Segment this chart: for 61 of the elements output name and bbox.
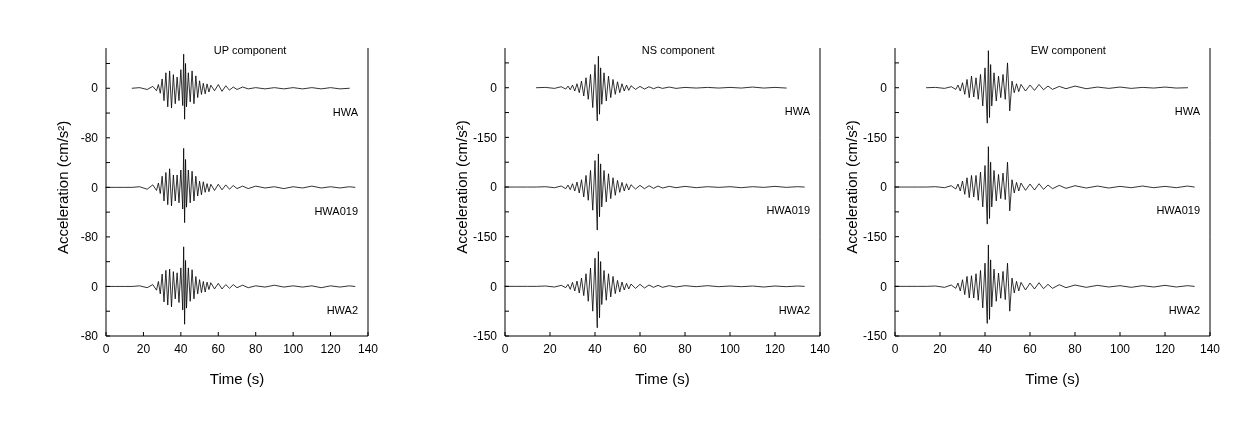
x-tick-label: 60	[633, 342, 647, 356]
y-tick-label: -150	[472, 329, 498, 344]
x-tick-label: 0	[891, 342, 899, 356]
x-tick-label: 0	[501, 342, 509, 356]
chart-title: EW component	[1030, 44, 1106, 56]
x-tick-label: 60	[1023, 342, 1037, 356]
line-series	[536, 55, 787, 122]
annotation: HWA	[784, 105, 811, 118]
y-tick-label: -150	[472, 130, 498, 145]
y-tick-label: -150	[862, 130, 888, 145]
x-tick-label: 120	[320, 342, 341, 356]
x-tick-label: 100	[283, 342, 304, 356]
x-tick-label: 40	[588, 342, 602, 356]
y-tick-label: 0	[91, 81, 99, 96]
annotation: HWA019	[314, 204, 358, 217]
x-tick-label: 140	[1199, 342, 1221, 356]
y-tick-label: 0	[490, 180, 498, 195]
y-tick-label: 0	[91, 279, 99, 294]
annotation: HWA2	[326, 303, 358, 316]
y-tick-label: 0	[880, 80, 888, 95]
annotation: HWA2	[778, 303, 810, 316]
x-tick-label: 40	[978, 342, 992, 356]
chart-title: UP component	[213, 44, 287, 56]
y-tick-label: -150	[862, 229, 888, 244]
annotation: HWA019	[766, 204, 810, 217]
y-tick-label: -80	[80, 131, 99, 146]
x-tick-label: 20	[543, 342, 557, 356]
y-tick-label: 0	[880, 279, 888, 294]
x-axis-title: Time (s)	[209, 370, 265, 387]
x-tick-label: 20	[136, 342, 151, 356]
y-axis-title: Acceleration (cm/s²)	[453, 120, 470, 254]
x-tick-label: 120	[1154, 342, 1176, 356]
y-tick-label: -150	[862, 329, 888, 344]
x-tick-label: 100	[719, 342, 741, 356]
y-tick-label: 0	[880, 180, 888, 195]
y-tick-label: -150	[472, 229, 498, 244]
x-tick-label: 80	[249, 342, 263, 356]
annotation: HWA	[332, 105, 359, 118]
y-axis-title: Acceleration (cm/s²)	[54, 120, 71, 255]
annotation: HWA2	[1168, 303, 1200, 316]
y-tick-label: -80	[80, 230, 99, 245]
x-tick-label: 40	[174, 342, 188, 356]
x-tick-label: 140	[357, 342, 379, 356]
chart-title: NS component	[641, 44, 715, 56]
y-tick-label: -80	[80, 329, 99, 344]
x-tick-label: 80	[678, 342, 692, 356]
x-axis-title: Time (s)	[635, 370, 690, 387]
x-tick-label: 120	[764, 342, 786, 356]
x-tick-label: 0	[102, 342, 110, 356]
x-tick-label: 140	[809, 342, 831, 356]
annotation: HWA	[1174, 105, 1201, 118]
annotation: HWA019	[1156, 204, 1200, 217]
y-tick-label: 0	[490, 80, 498, 95]
y-axis-title: Acceleration (cm/s²)	[843, 120, 860, 254]
y-tick-label: 0	[91, 180, 99, 195]
x-tick-label: 60	[211, 342, 226, 356]
x-axis-title: Time (s)	[1025, 370, 1080, 387]
x-tick-label: 80	[1068, 342, 1082, 356]
x-tick-label: 20	[933, 342, 947, 356]
y-tick-label: 0	[490, 279, 498, 294]
x-tick-label: 100	[1109, 342, 1131, 356]
